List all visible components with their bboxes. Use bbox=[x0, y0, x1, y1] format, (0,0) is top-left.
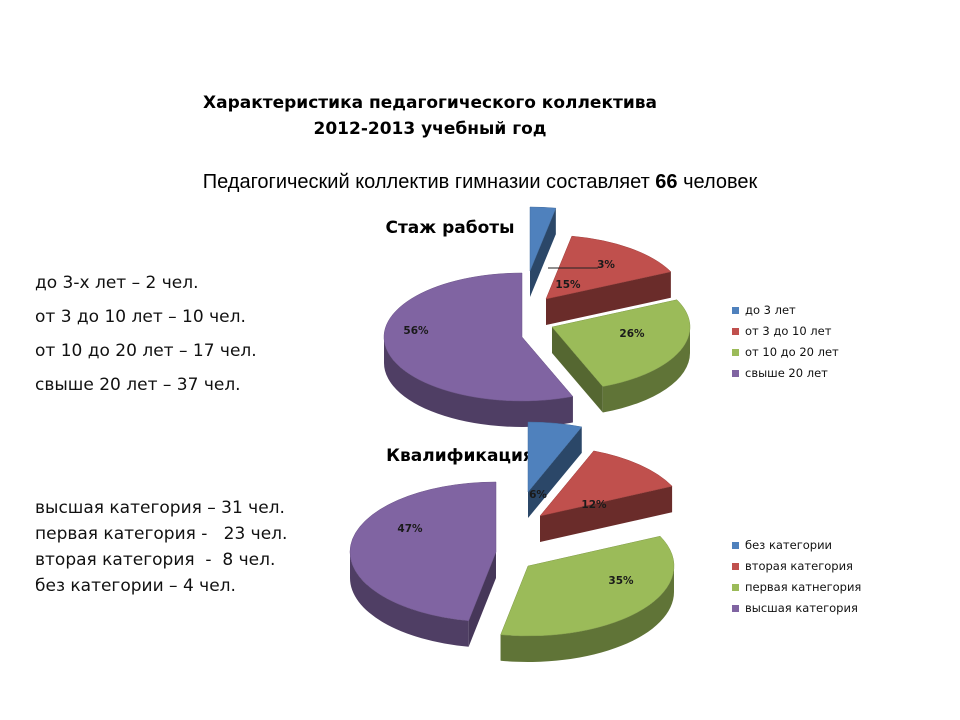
legend-swatch-2-1 bbox=[732, 542, 739, 549]
subtitle-text-pre: Педагогический коллектив гимназии состав… bbox=[202, 171, 656, 193]
pie-slice-1-3 bbox=[551, 299, 691, 413]
data-label-2-2: 12% bbox=[581, 499, 607, 511]
experience-fact-4: свыше 20 лет – 37 чел. bbox=[35, 375, 241, 395]
qualification-fact-4: без категории – 4 чел. bbox=[35, 576, 236, 596]
subtitle-number: 66 bbox=[655, 171, 678, 193]
pie-slice-1-1 bbox=[529, 206, 557, 297]
subtitle-text-post: человек bbox=[677, 171, 758, 193]
legend-entry-2-2: вторая категория bbox=[745, 559, 853, 573]
data-label-2-4: 47% bbox=[397, 523, 423, 535]
data-label-2-1: 6% bbox=[529, 489, 547, 501]
pie-chart-1: 3% 15% 26% 56% до 3 лет от 3 до 10 лет от 10 д… bbox=[383, 206, 839, 428]
experience-facts: до 3-х лет – 2 чел. от 3 до 10 лет – 10 … bbox=[35, 266, 257, 402]
legend-entry-1-1: до 3 лет bbox=[745, 303, 796, 317]
page-title: Характеристика педагогического коллектив… bbox=[0, 90, 860, 142]
data-label-1-3: 26% bbox=[619, 328, 645, 340]
data-label-1-4: 56% bbox=[403, 325, 429, 337]
legend-entry-1-3: от 10 до 20 лет bbox=[745, 345, 839, 359]
legend-swatch-1-3 bbox=[732, 349, 739, 356]
pie-slice-2-4 bbox=[349, 481, 497, 647]
page-title-line2: 2012-2013 учебный год bbox=[313, 119, 547, 139]
data-label-1-1: 3% bbox=[597, 259, 615, 271]
pie-slice-2-3 bbox=[500, 535, 675, 662]
data-label-1-2: 15% bbox=[555, 279, 581, 291]
legend-1: до 3 лет от 3 до 10 лет от 10 до 20 лет свы… bbox=[732, 303, 839, 380]
qualification-facts: высшая категория – 31 чел. первая катего… bbox=[35, 495, 287, 599]
chart2-title: Квалификация bbox=[386, 446, 534, 466]
qualification-fact-3: вторая категория - 8 чел. bbox=[35, 550, 276, 570]
experience-fact-3: от 10 до 20 лет – 17 чел. bbox=[35, 341, 257, 361]
data-label-2-3: 35% bbox=[608, 575, 634, 587]
legend-entry-2-1: без категории bbox=[745, 538, 832, 552]
page-subtitle: Педагогический коллектив гимназии состав… bbox=[0, 171, 960, 194]
chart1-title: Стаж работы bbox=[385, 218, 515, 238]
qualification-fact-2: первая категория - 23 чел. bbox=[35, 524, 288, 544]
qualification-fact-1: высшая категория – 31 чел. bbox=[35, 498, 285, 518]
legend-swatch-2-4 bbox=[732, 605, 739, 612]
pie-chart-2: 6% 12% 35% 47% без категории вторая категория… bbox=[349, 421, 861, 662]
experience-fact-2: от 3 до 10 лет – 10 чел. bbox=[35, 307, 246, 327]
legend-swatch-1-1 bbox=[732, 307, 739, 314]
legend-entry-1-2: от 3 до 10 лет bbox=[745, 324, 832, 338]
pie-slice-1-4 bbox=[383, 272, 574, 428]
legend-2: без категории вторая категория первая катн… bbox=[732, 538, 861, 615]
page-title-line1: Характеристика педагогического коллектив… bbox=[203, 93, 657, 113]
legend-entry-2-3: первая катнегория bbox=[745, 580, 861, 594]
pie-slice-1-2 bbox=[545, 235, 672, 325]
legend-swatch-1-4 bbox=[732, 370, 739, 377]
legend-entry-2-4: высшая категория bbox=[745, 601, 858, 615]
pie-slice-2-2 bbox=[539, 450, 673, 542]
legend-entry-1-4: свыше 20 лет bbox=[745, 366, 828, 380]
legend-swatch-2-2 bbox=[732, 563, 739, 570]
experience-fact-1: до 3-х лет – 2 чел. bbox=[35, 273, 199, 293]
legend-swatch-1-2 bbox=[732, 328, 739, 335]
legend-swatch-2-3 bbox=[732, 584, 739, 591]
pie-slice-2-1 bbox=[527, 421, 583, 518]
